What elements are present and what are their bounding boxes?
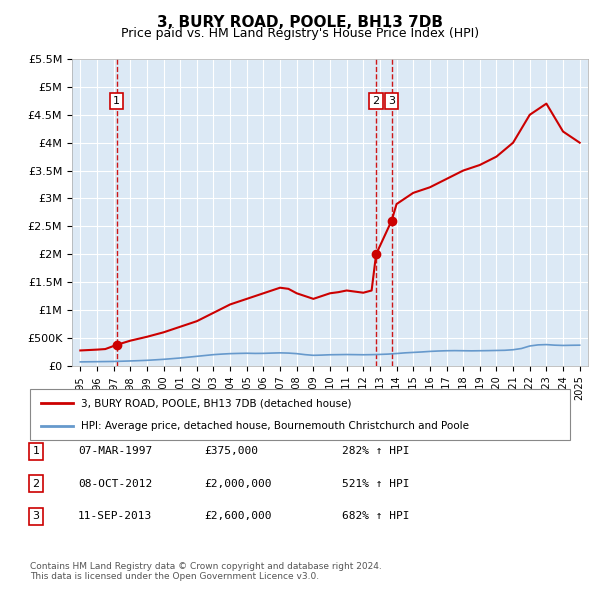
Text: 3, BURY ROAD, POOLE, BH13 7DB: 3, BURY ROAD, POOLE, BH13 7DB xyxy=(157,15,443,30)
Text: 2: 2 xyxy=(373,96,380,106)
Text: 3: 3 xyxy=(32,512,40,521)
Text: Price paid vs. HM Land Registry's House Price Index (HPI): Price paid vs. HM Land Registry's House … xyxy=(121,27,479,40)
Text: £375,000: £375,000 xyxy=(204,447,258,456)
Text: 08-OCT-2012: 08-OCT-2012 xyxy=(78,479,152,489)
Text: 521% ↑ HPI: 521% ↑ HPI xyxy=(342,479,409,489)
Text: £2,600,000: £2,600,000 xyxy=(204,512,271,521)
Text: HPI: Average price, detached house, Bournemouth Christchurch and Poole: HPI: Average price, detached house, Bour… xyxy=(82,421,469,431)
Text: 11-SEP-2013: 11-SEP-2013 xyxy=(78,512,152,521)
FancyBboxPatch shape xyxy=(30,389,570,440)
Text: 3, BURY ROAD, POOLE, BH13 7DB (detached house): 3, BURY ROAD, POOLE, BH13 7DB (detached … xyxy=(82,398,352,408)
Text: 3: 3 xyxy=(388,96,395,106)
Text: 1: 1 xyxy=(32,447,40,456)
Text: 07-MAR-1997: 07-MAR-1997 xyxy=(78,447,152,456)
Text: 282% ↑ HPI: 282% ↑ HPI xyxy=(342,447,409,456)
Text: 2: 2 xyxy=(32,479,40,489)
Text: £2,000,000: £2,000,000 xyxy=(204,479,271,489)
Text: Contains HM Land Registry data © Crown copyright and database right 2024.
This d: Contains HM Land Registry data © Crown c… xyxy=(30,562,382,581)
Text: 682% ↑ HPI: 682% ↑ HPI xyxy=(342,512,409,521)
Text: 1: 1 xyxy=(113,96,120,106)
